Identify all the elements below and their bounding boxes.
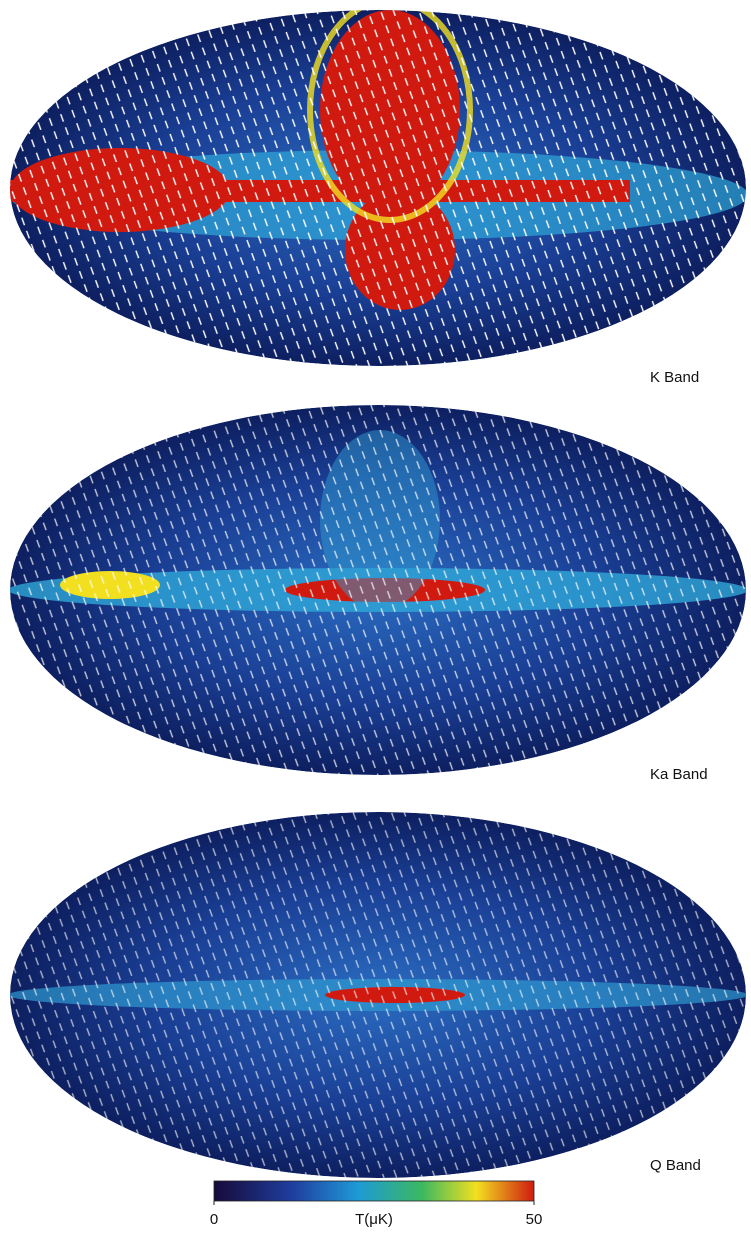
tick-label: 0	[210, 1211, 218, 1228]
colorbar-label: T(μK)	[355, 1211, 393, 1228]
k-band-map	[10, 10, 746, 366]
panel-label: Ka Band	[650, 766, 708, 783]
q-band-map	[10, 812, 746, 1178]
ka-band-map	[10, 405, 746, 775]
tick-label: 50	[526, 1211, 543, 1228]
colorbar	[213, 1180, 535, 1202]
panel-label: Q Band	[650, 1157, 701, 1174]
panel-label: K Band	[650, 369, 699, 386]
